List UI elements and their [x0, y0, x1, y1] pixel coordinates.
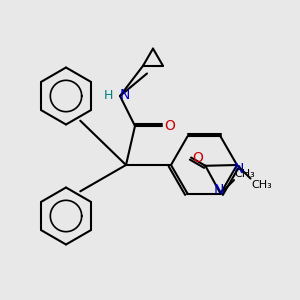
Text: H: H	[104, 89, 113, 102]
Text: N: N	[214, 183, 224, 197]
Text: O: O	[193, 151, 203, 164]
Text: N: N	[119, 88, 130, 102]
Text: CH₃: CH₃	[235, 169, 255, 178]
Text: O: O	[164, 119, 175, 133]
Text: N: N	[233, 162, 244, 176]
Text: CH₃: CH₃	[251, 180, 272, 190]
